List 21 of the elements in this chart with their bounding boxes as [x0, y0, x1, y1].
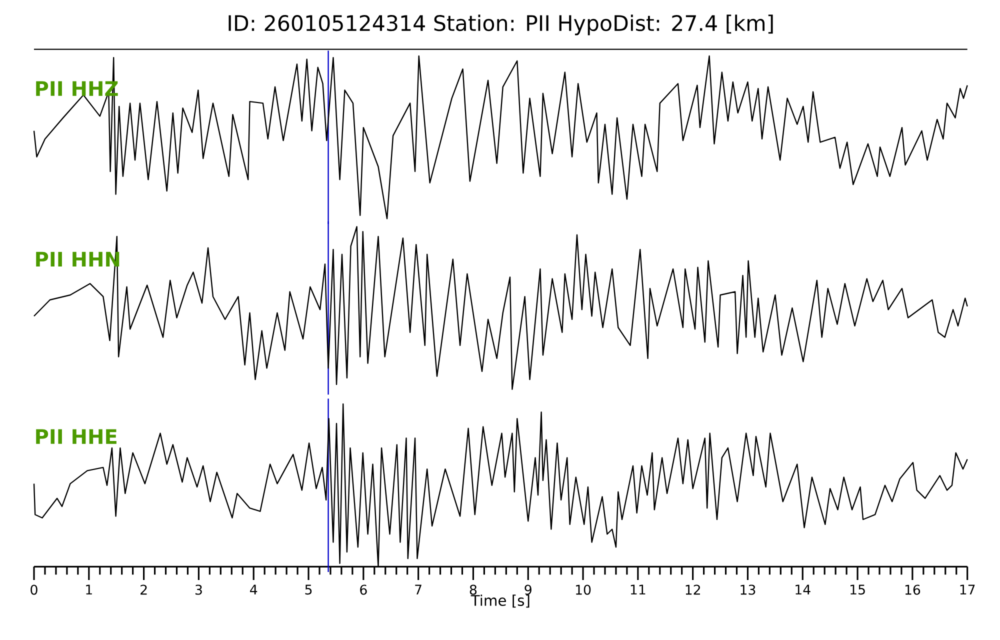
x-tick-label: 1	[86, 584, 92, 594]
x-tick-label: 0	[30, 584, 38, 595]
x-tick-label: 6	[360, 584, 367, 595]
x-tick-label: 17	[960, 584, 975, 594]
x-tick-label: 15	[850, 584, 865, 595]
x-tick-label: 13	[740, 584, 756, 595]
x-tick-label: 5	[305, 584, 312, 595]
x-tick-label: 8	[470, 584, 477, 595]
x-tick-label: 7	[415, 584, 422, 594]
x-tick-label: 12	[686, 584, 700, 595]
series-label: PII HHE	[36, 429, 116, 444]
x-tick-label: 11	[630, 584, 646, 594]
chart-title: ID: 260105124314 Station: PII HypoDist: 27.4 [km]	[228, 14, 773, 36]
x-tick-label: 2	[140, 584, 147, 595]
x-tick-label: 14	[796, 584, 810, 594]
x-axis-title: Time [s]	[470, 594, 530, 608]
x-tick-label: 16	[905, 584, 920, 595]
x-tick-label: 4	[250, 584, 258, 594]
x-tick-label: 3	[195, 584, 202, 595]
x-tick-label: 9	[524, 584, 532, 595]
x-tick-label: 10	[576, 584, 591, 595]
